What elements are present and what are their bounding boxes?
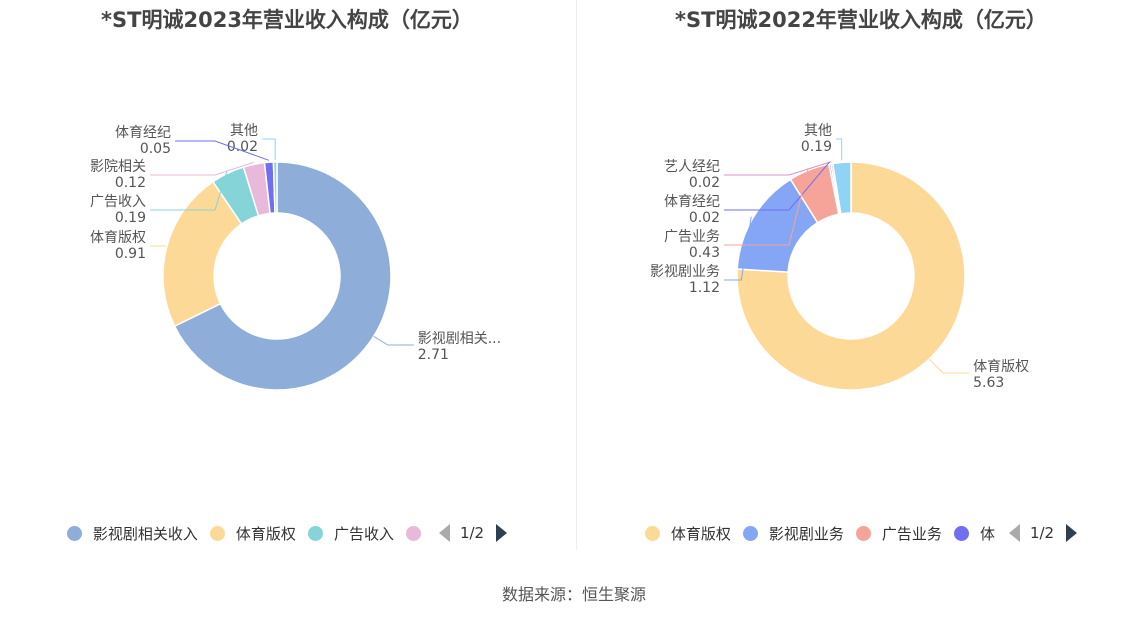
legend-marker — [742, 525, 758, 541]
slice-value-0: 2.71 — [418, 347, 449, 363]
legend-marker — [405, 525, 421, 541]
legend-label: 影视剧相关收入 — [92, 524, 198, 543]
chart-legend: 体育版权 影视剧业务 广告业务 体 1/2 — [574, 518, 1148, 548]
slice-label-4: 艺人经纪 — [664, 159, 720, 175]
slice-value-0: 5.63 — [973, 375, 1004, 391]
legend-item-3[interactable]: 体 — [953, 523, 995, 544]
slice-label-5: 其他 — [230, 123, 258, 139]
legend-item-0[interactable]: 体育版权 — [644, 523, 731, 544]
slice-value-1: 0.91 — [115, 246, 146, 262]
pager-next-icon[interactable] — [496, 524, 508, 542]
pager-prev-icon[interactable] — [1008, 524, 1020, 542]
slice-0[interactable] — [736, 161, 966, 391]
legend-label: 体 — [979, 524, 995, 543]
slice-label-1: 体育版权 — [90, 230, 146, 246]
legend-marker — [953, 525, 969, 541]
legend-marker — [855, 525, 871, 541]
slice-label-2: 广告收入 — [90, 194, 146, 210]
legend-item-0[interactable]: 影视剧相关收入 — [66, 523, 198, 544]
slice-label-3: 影院相关 — [90, 159, 146, 175]
slice-value-5: 0.02 — [227, 139, 258, 155]
legend-item-2[interactable]: 广告业务 — [855, 523, 942, 544]
pager-page-indicator: 1/2 — [459, 524, 485, 542]
legend-marker — [209, 525, 225, 541]
slice-label-1: 影视剧业务 — [650, 264, 720, 280]
legend-marker — [644, 525, 660, 541]
legend-pager: 1/2 — [438, 524, 508, 542]
legend-label: 体育版权 — [235, 524, 296, 543]
slice-value-5: 0.19 — [801, 139, 832, 155]
chart-legend: 影视剧相关收入 体育版权 广告收入 1/2 — [0, 518, 574, 548]
chart-panel-2023: *ST明诚2023年营业收入构成（亿元） 影视剧相关... 2.71 其他 0.02 体… — [0, 0, 574, 552]
donut-chart: 体育版权5.63其他0.19艺人经纪0.02体育经纪0.02广告业务0.43影视… — [650, 123, 1029, 391]
pager-page-indicator: 1/2 — [1029, 524, 1055, 542]
chart-title: *ST明诚2022年营业收入构成（亿元） — [675, 8, 1047, 32]
legend-label: 广告业务 — [881, 524, 942, 543]
chart-panel-2022: *ST明诚2022年营业收入构成（亿元） 体育版权 5.63 其他 0.19 艺人经纪 0… — [574, 0, 1148, 552]
slice-label-0: 体育版权 — [973, 359, 1029, 375]
legend-item-2[interactable]: 广告收入 — [307, 523, 394, 544]
panel-divider — [576, 0, 577, 550]
slice-label-0: 影视剧相关... — [418, 331, 501, 347]
legend-marker — [66, 525, 82, 541]
slice-label-2: 广告业务 — [664, 229, 720, 245]
slice-value-3: 0.12 — [115, 175, 146, 191]
donut-chart: 影视剧相关...2.71其他0.02体育经纪0.05影院相关0.12广告收入0.… — [90, 123, 501, 391]
legend-label: 广告收入 — [333, 524, 394, 543]
legend-marker — [307, 525, 323, 541]
legend-label: 体育版权 — [670, 524, 731, 543]
slice-5[interactable] — [272, 161, 278, 214]
slice-label-4: 体育经纪 — [115, 125, 171, 141]
slice-value-3: 0.02 — [689, 210, 720, 226]
slice-value-4: 0.05 — [140, 141, 171, 157]
pager-next-icon[interactable] — [1066, 524, 1078, 542]
legend-item-1[interactable]: 影视剧业务 — [742, 523, 844, 544]
slice-value-2: 0.19 — [115, 210, 146, 226]
legend-label: 影视剧业务 — [768, 524, 844, 543]
slice-0[interactable] — [173, 161, 392, 391]
legend-item-3[interactable] — [405, 525, 425, 541]
slice-label-3: 体育经纪 — [664, 194, 720, 210]
pager-prev-icon[interactable] — [438, 524, 450, 542]
slice-5[interactable] — [831, 161, 852, 215]
slice-label-5: 其他 — [804, 123, 832, 139]
chart-title: *ST明诚2023年营业收入构成（亿元） — [101, 8, 473, 32]
legend-pager: 1/2 — [1008, 524, 1078, 542]
slice-1[interactable] — [162, 180, 243, 328]
legend-item-1[interactable]: 体育版权 — [209, 523, 296, 544]
slice-value-4: 0.02 — [689, 175, 720, 191]
slice-value-1: 1.12 — [689, 280, 720, 296]
data-source: 数据来源：恒生聚源 — [501, 585, 646, 604]
slice-value-2: 0.43 — [689, 245, 720, 261]
